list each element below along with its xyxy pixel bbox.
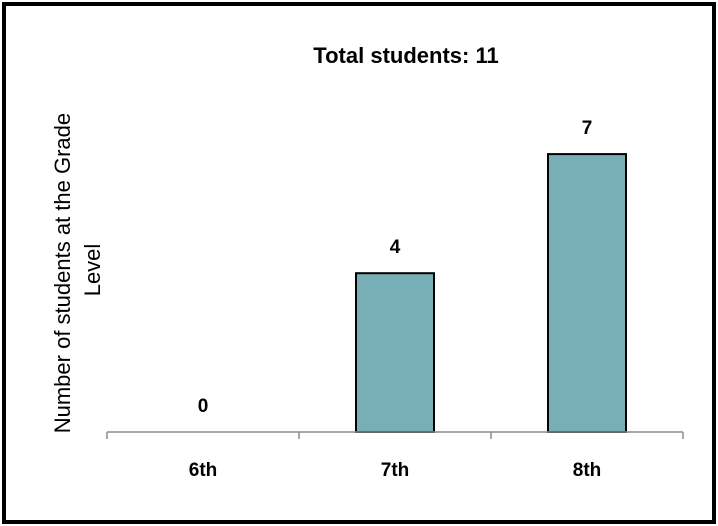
- bar-series: [355, 153, 627, 434]
- y-axis-label: Number of students at the Grade Level: [50, 107, 105, 434]
- x-tick-label-7th: 7th: [381, 460, 410, 481]
- data-labels: 0 4 7: [198, 118, 593, 417]
- x-tick-label-6th: 6th: [189, 460, 218, 481]
- bar-8th: [547, 153, 627, 433]
- data-label-7th: 4: [390, 237, 401, 258]
- x-axis: [106, 431, 684, 439]
- x-tick-labels: 6th 7th 8th: [189, 460, 602, 481]
- y-axis-label-line-1: Number of students at the Grade: [50, 113, 75, 433]
- data-label-8th: 7: [582, 118, 593, 139]
- y-axis-label-line-2: Level: [80, 244, 105, 297]
- data-label-6th: 0: [198, 396, 209, 417]
- chart-title: Total students: 11: [313, 43, 498, 68]
- bar-7th: [355, 272, 435, 434]
- x-tick-label-8th: 8th: [573, 460, 602, 481]
